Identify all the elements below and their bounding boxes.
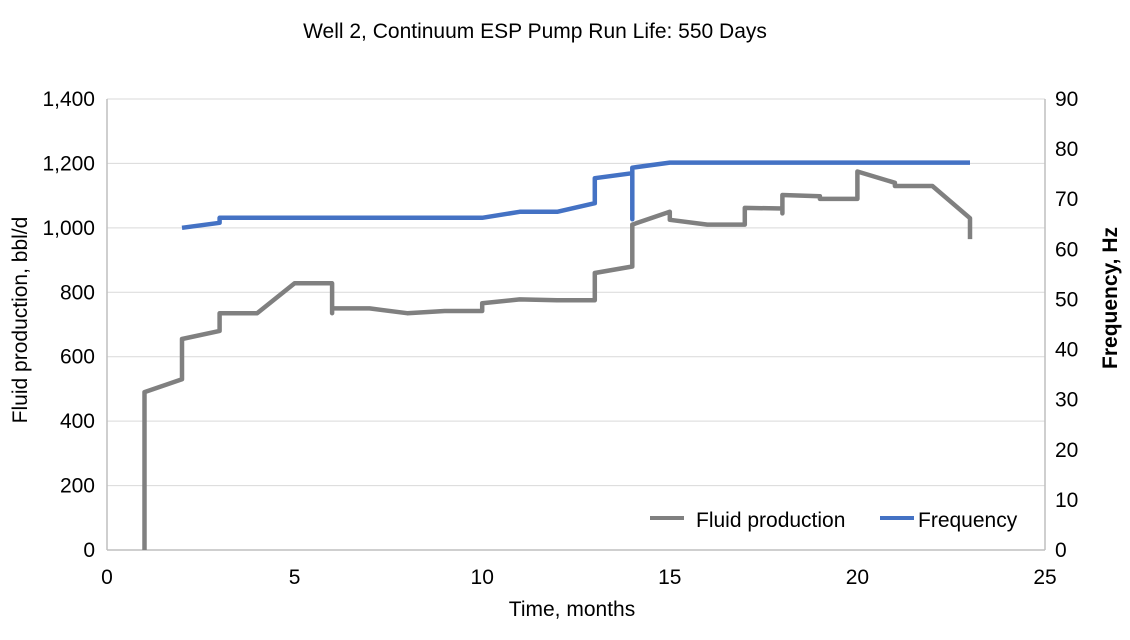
y2-tick-label: 80 (1055, 138, 1078, 161)
y2-tick-label: 90 (1055, 88, 1078, 111)
x-tick-label: 15 (658, 566, 681, 589)
y2-tick-label: 40 (1055, 339, 1078, 362)
axes (106, 99, 1046, 551)
y2-tick-label: 20 (1055, 439, 1078, 462)
series-lines (142, 160, 973, 550)
y-axis-label: Fluid production, bbl/d (9, 217, 32, 424)
y-tick-label: 0 (83, 539, 95, 562)
y-tick-label: 1,200 (42, 152, 95, 175)
legend-label-fluid-production: Fluid production (696, 509, 845, 532)
y2-tick-label: 10 (1055, 489, 1078, 512)
legend: Fluid production Frequency (650, 509, 1018, 532)
y2-tick-label: 70 (1055, 188, 1078, 211)
x-tick-label: 5 (289, 566, 301, 589)
x-axis-label: Time, months (509, 598, 635, 621)
x-tick-label: 0 (101, 566, 113, 589)
legend-label-frequency: Frequency (918, 509, 1018, 532)
gridlines (107, 98, 1045, 487)
x-tick-label: 25 (1033, 566, 1056, 589)
y2-tick-label: 30 (1055, 389, 1078, 412)
tick-labels: 02004006008001,0001,2001,400010203040506… (42, 88, 1078, 589)
y-tick-label: 200 (60, 475, 95, 498)
y-tick-label: 800 (60, 281, 95, 304)
y2-tick-label: 50 (1055, 288, 1078, 311)
chart-title: Well 2, Continuum ESP Pump Run Life: 550… (303, 20, 767, 43)
series-line-frequency (181, 160, 970, 231)
y2-tick-label: 0 (1055, 539, 1067, 562)
y-tick-label: 1,400 (42, 88, 95, 111)
y-tick-label: 1,000 (42, 217, 95, 240)
x-tick-label: 10 (471, 566, 494, 589)
y2-tick-label: 60 (1055, 238, 1078, 261)
y-tick-label: 600 (60, 346, 95, 369)
y-tick-label: 400 (60, 410, 95, 433)
x-tick-label: 20 (846, 566, 869, 589)
y2-axis-label: Frequency, Hz (1099, 227, 1122, 369)
series-line-fluid-production (142, 169, 973, 550)
